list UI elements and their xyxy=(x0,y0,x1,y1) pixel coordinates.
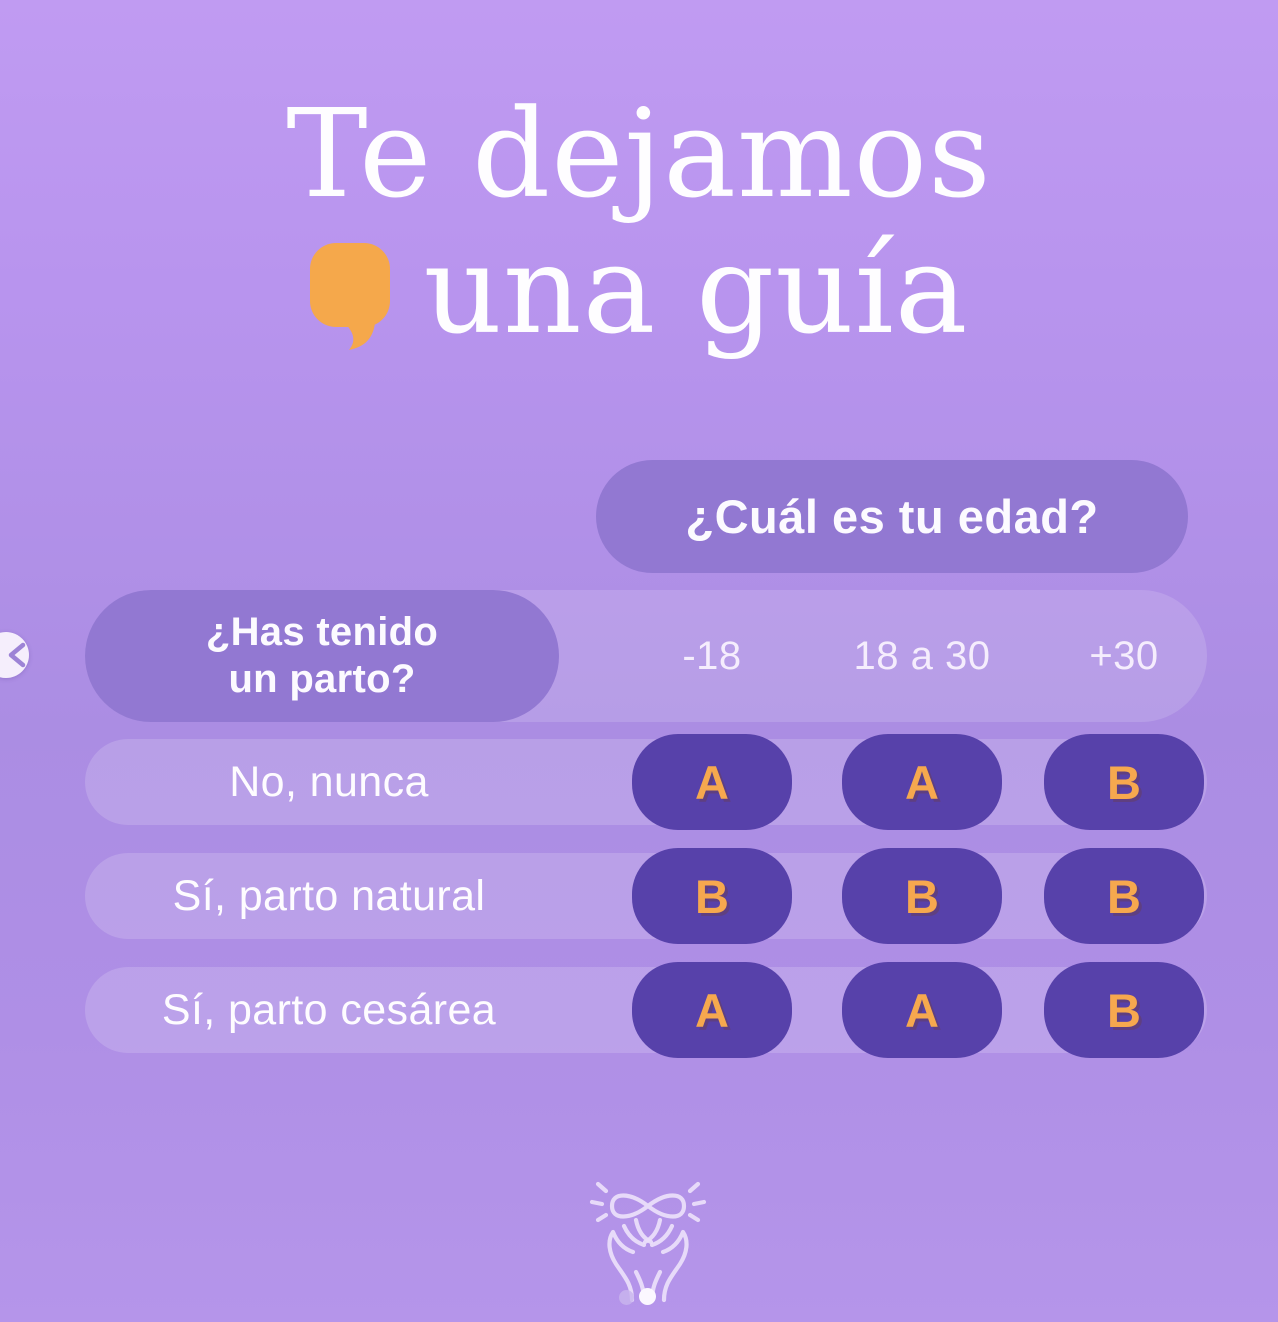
answer-cell: B xyxy=(1044,848,1204,944)
row-label-parto-natural: Sí, parto natural xyxy=(172,871,486,920)
birth-question-pill: ¿Has tenido un parto? xyxy=(85,590,559,722)
age-column-header-under-18: -18 xyxy=(682,633,742,678)
answer-cell: A xyxy=(632,962,792,1058)
speech-bubble-icon xyxy=(310,242,391,350)
answer-cell: A xyxy=(632,734,792,830)
chevron-left-icon xyxy=(8,642,26,668)
carousel-dot-active xyxy=(639,1288,656,1305)
answer-cell: B xyxy=(1044,962,1204,1058)
answer-cell: A xyxy=(842,962,1002,1058)
table-row: Sí, parto natural B B B xyxy=(85,848,1207,944)
carousel-dot-inactive xyxy=(619,1290,634,1305)
answer-cell: A xyxy=(842,734,1002,830)
answer-cell: B xyxy=(632,848,792,944)
title-line-2: una guía xyxy=(423,218,969,361)
age-question-pill: ¿Cuál es tu edad? xyxy=(596,460,1188,573)
title-line-2-row: una guía xyxy=(0,218,1278,361)
age-column-header-over-30: +30 xyxy=(1089,633,1159,678)
page-title: Te dejamos una guía xyxy=(0,86,1278,356)
table-header-row: ¿Has tenido un parto? -18 18 a 30 +30 xyxy=(85,590,1207,722)
birth-question-line-2: un parto? xyxy=(228,657,416,701)
carousel-prev-button[interactable] xyxy=(0,632,29,678)
row-label-no-nunca: No, nunca xyxy=(229,757,429,806)
table-row: Sí, parto cesárea A A B xyxy=(85,962,1207,1058)
row-label-parto-cesarea: Sí, parto cesárea xyxy=(161,985,497,1034)
title-line-1: Te dejamos xyxy=(286,83,992,225)
answer-cell: B xyxy=(842,848,1002,944)
age-question-label: ¿Cuál es tu edad? xyxy=(685,490,1099,543)
table-row: No, nunca A A B xyxy=(85,734,1207,830)
birth-question-line-1: ¿Has tenido xyxy=(205,610,439,654)
answer-cell: B xyxy=(1044,734,1204,830)
hands-holding-infinity-icon xyxy=(589,1181,707,1303)
age-column-header-18-to-30: 18 a 30 xyxy=(853,633,991,678)
